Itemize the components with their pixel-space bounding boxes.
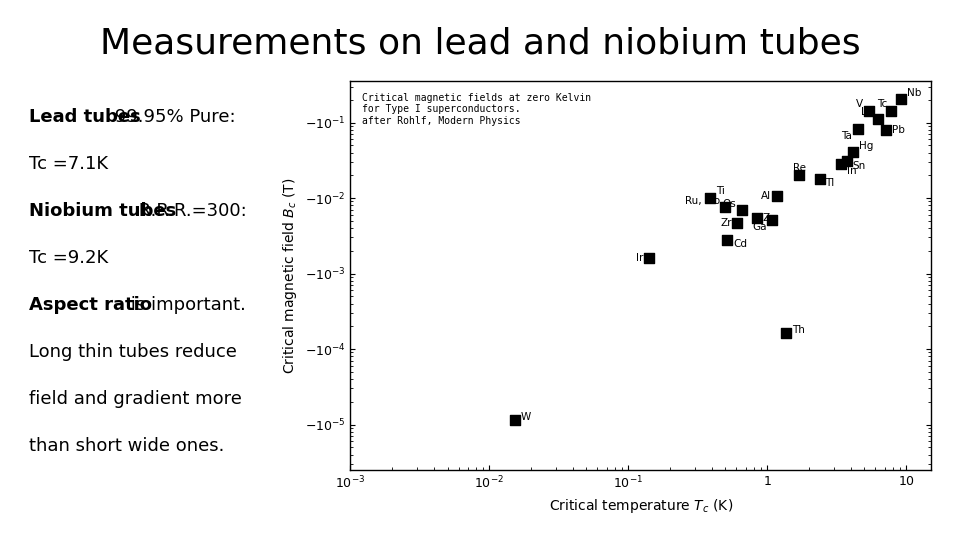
Text: Al: Al	[761, 191, 772, 201]
Point	[839, 157, 854, 166]
Text: Tc =7.1K: Tc =7.1K	[29, 155, 108, 173]
Text: Critical magnetic fields at zero Kelvin
for Type I superconductors.
after Rohlf,: Critical magnetic fields at zero Kelvin …	[362, 93, 591, 126]
Text: La: La	[860, 107, 873, 118]
Point	[718, 202, 733, 211]
Text: than short wide ones.: than short wide ones.	[29, 437, 225, 455]
Text: 99.95% Pure:: 99.95% Pure:	[108, 108, 235, 126]
Point	[850, 124, 865, 133]
Text: Tc: Tc	[876, 99, 887, 109]
Text: Re: Re	[793, 163, 805, 173]
Text: Tc =9.2K: Tc =9.2K	[29, 249, 108, 267]
Text: Ru, Mo: Ru, Mo	[684, 197, 720, 206]
Text: In: In	[847, 166, 856, 176]
Text: Niobium tubes: Niobium tubes	[29, 202, 176, 220]
Text: Cd: Cd	[733, 239, 747, 249]
Point	[779, 329, 794, 338]
Point	[720, 235, 735, 244]
Text: Os: Os	[723, 199, 736, 209]
Point	[883, 107, 899, 116]
Point	[508, 416, 523, 424]
Text: Ta: Ta	[841, 131, 852, 140]
Y-axis label: Critical magnetic field $B_c$ (T): Critical magnetic field $B_c$ (T)	[281, 177, 300, 374]
Point	[861, 107, 876, 116]
Text: field and gradient more: field and gradient more	[29, 390, 242, 408]
Text: Measurements on lead and niobium tubes: Measurements on lead and niobium tubes	[100, 27, 860, 61]
Text: R.R.R.=300:: R.R.R.=300:	[132, 202, 247, 220]
Text: Zn: Zn	[763, 213, 777, 223]
Text: is important.: is important.	[125, 296, 246, 314]
Text: Lead tubes: Lead tubes	[29, 108, 140, 126]
Point	[769, 192, 784, 201]
Point	[833, 160, 849, 168]
Point	[812, 175, 828, 184]
X-axis label: Critical temperature $T_c$ (K): Critical temperature $T_c$ (K)	[549, 497, 732, 515]
Text: V: V	[856, 99, 863, 110]
Point	[764, 216, 780, 225]
Point	[871, 115, 886, 124]
Text: Ga: Ga	[752, 222, 766, 232]
Point	[750, 214, 765, 222]
Text: Nb: Nb	[907, 88, 922, 98]
Text: Ir: Ir	[636, 253, 643, 263]
Text: Ti: Ti	[716, 186, 725, 196]
Point	[703, 194, 718, 202]
Text: Hg: Hg	[858, 141, 873, 151]
Text: Long thin tubes reduce: Long thin tubes reduce	[29, 343, 237, 361]
Text: Rh: Rh	[0, 539, 1, 540]
Text: Th: Th	[792, 326, 804, 335]
Text: Sn: Sn	[852, 160, 865, 171]
Text: W: W	[521, 412, 531, 422]
Point	[792, 171, 807, 179]
Text: Tl: Tl	[826, 178, 834, 188]
Text: Pb: Pb	[892, 125, 904, 134]
Point	[275, 368, 290, 377]
Point	[894, 94, 909, 103]
Text: Aspect ratio: Aspect ratio	[29, 296, 152, 314]
Text: Zr: Zr	[720, 218, 732, 228]
Point	[878, 125, 894, 134]
Point	[734, 205, 750, 214]
Point	[730, 219, 745, 227]
Point	[846, 147, 861, 156]
Point	[641, 254, 657, 262]
